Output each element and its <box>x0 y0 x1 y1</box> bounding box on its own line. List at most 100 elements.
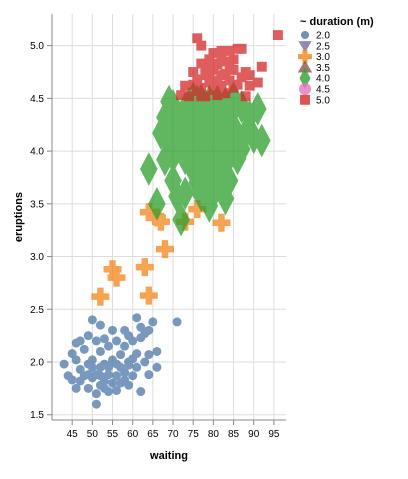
data-point <box>120 368 130 378</box>
data-point <box>240 99 259 134</box>
legend-label: 2.5 <box>316 41 330 52</box>
data-point <box>184 91 195 102</box>
data-point <box>220 69 231 80</box>
data-point <box>75 336 85 346</box>
data-point <box>151 212 170 231</box>
legend-title: ~ duration (m) <box>300 16 374 28</box>
data-point <box>71 355 81 365</box>
data-point <box>59 359 69 369</box>
data-point <box>112 385 122 395</box>
legend-symbol <box>298 49 312 64</box>
x-tick-label: 90 <box>248 429 260 440</box>
data-point <box>87 355 97 365</box>
x-tick-label: 45 <box>67 429 79 440</box>
data-point <box>120 341 130 351</box>
data-point <box>132 349 142 359</box>
legend-symbol <box>300 94 310 105</box>
series-5-0 <box>176 30 283 102</box>
x-tick-label: 80 <box>208 429 220 440</box>
data-point <box>212 213 231 232</box>
data-point <box>244 80 255 91</box>
data-point <box>172 202 190 237</box>
y-tick-label: 2.5 <box>30 305 44 316</box>
data-point <box>204 77 215 88</box>
data-point <box>83 383 93 393</box>
data-point <box>108 325 118 335</box>
data-point <box>224 75 235 86</box>
data-point <box>188 200 207 219</box>
data-point <box>196 40 207 51</box>
data-point <box>204 144 223 179</box>
data-point <box>95 346 105 356</box>
data-point <box>220 56 231 67</box>
data-point <box>112 371 122 381</box>
legend-symbol <box>300 30 310 40</box>
data-point <box>103 341 113 351</box>
data-point <box>128 371 138 381</box>
data-point <box>155 240 174 259</box>
data-point <box>124 380 134 390</box>
data-point <box>91 336 101 346</box>
data-point <box>212 90 223 101</box>
y-tick-label: 3.5 <box>30 199 44 210</box>
x-tick-label: 95 <box>268 429 280 440</box>
data-point <box>148 317 158 327</box>
data-point <box>79 344 89 354</box>
data-point <box>148 187 166 221</box>
data-point <box>192 178 211 213</box>
legend-item: 5.0 <box>300 94 330 106</box>
data-point <box>252 123 271 158</box>
data-point <box>116 350 126 360</box>
series-2-0 <box>59 313 182 409</box>
data-point <box>208 48 219 58</box>
legend-label: 3.0 <box>316 52 330 63</box>
data-point <box>95 320 105 330</box>
y-tick-label: 4.5 <box>30 94 44 105</box>
y-axis-title: eruptions <box>13 192 25 242</box>
data-point <box>216 80 227 91</box>
data-point <box>188 79 199 90</box>
data-point <box>139 203 158 222</box>
data-point <box>71 383 81 393</box>
data-point <box>188 67 199 77</box>
data-point <box>200 61 211 72</box>
data-point <box>208 84 219 95</box>
data-point <box>172 317 182 327</box>
x-tick-label: 60 <box>127 429 139 440</box>
data-point <box>212 75 223 86</box>
data-point <box>67 375 77 385</box>
legend-item: 3.5 <box>297 60 330 74</box>
data-point <box>136 387 146 397</box>
data-point <box>192 74 203 85</box>
data-point <box>103 260 122 279</box>
data-point <box>200 91 211 102</box>
legend-items: 2.02.53.03.54.04.55.0 <box>297 30 330 106</box>
legend-item: 4.0 <box>299 67 330 89</box>
data-point <box>252 77 263 88</box>
legend-item: 4.5 <box>299 83 330 96</box>
data-point <box>224 45 235 56</box>
data-point <box>128 336 138 346</box>
legend-item: 2.0 <box>300 30 330 42</box>
data-point <box>212 59 223 70</box>
data-point <box>208 169 227 203</box>
data-point <box>132 362 142 372</box>
data-point <box>236 116 255 150</box>
data-point <box>176 176 194 211</box>
data-point <box>256 61 267 72</box>
x-tick-label: 70 <box>167 429 179 440</box>
data-point <box>180 80 191 91</box>
data-point <box>192 33 203 44</box>
axis-layer: 45 50 55 60 65 70 75 80 85 90 95 1.5 2.0 2.5 3.0 3.5 4.0… <box>30 14 286 440</box>
data-point <box>144 325 154 335</box>
data-point <box>248 92 267 126</box>
data-point <box>216 51 227 62</box>
data-point <box>139 286 158 305</box>
data-point <box>228 54 239 65</box>
data-point <box>216 45 227 56</box>
data-point <box>103 387 113 397</box>
data-point <box>228 64 239 75</box>
legend-label: 5.0 <box>316 95 330 106</box>
legend-label: 4.0 <box>316 74 330 85</box>
